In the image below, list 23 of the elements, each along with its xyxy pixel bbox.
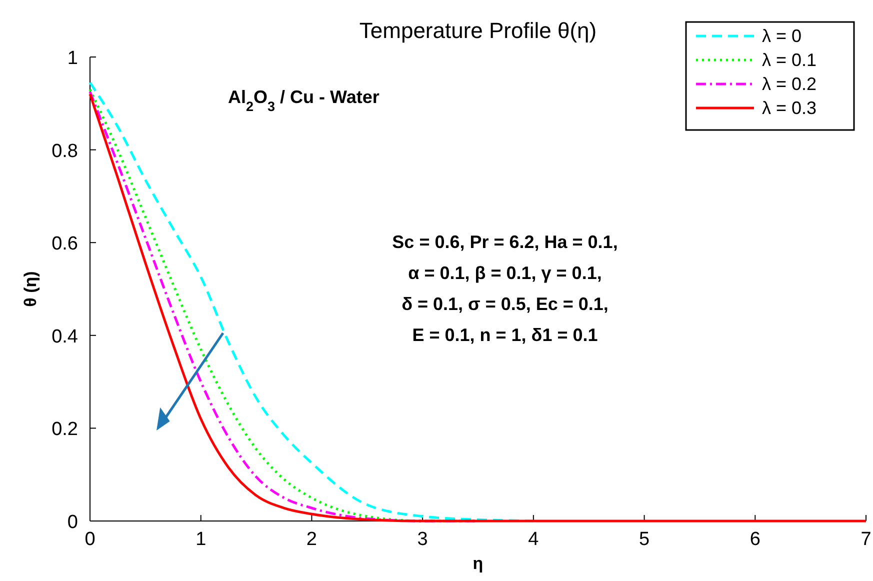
legend-label: λ = 0.2 (762, 74, 817, 94)
y-tick-label: 0.4 (52, 326, 78, 348)
y-tick-label: 0.6 (52, 234, 78, 255)
annotation: Sc = 0.6, Pr = 6.2, Ha = 0.1, α = 0.1, β = 0.1, γ = 0.1, δ = 0.1, σ = 0.5, Ec = 0.1, E = 0.1, n = 1, δ1 = 0.1 (392, 232, 618, 345)
x-tick-label: 1 (196, 529, 206, 550)
y-tick-label: 0.2 (52, 419, 78, 440)
legend-label: λ = 0.3 (762, 98, 817, 118)
x-tick-label: 2 (306, 529, 318, 550)
legend-label: λ = 0 (762, 26, 802, 46)
x-tick-label: 4 (528, 529, 540, 550)
legend-label: λ = 0.1 (762, 50, 817, 70)
y-tick-label: 0.8 (52, 140, 78, 162)
y-axis-title: θ (η) (21, 271, 40, 307)
y-tick-label: 0 (67, 512, 78, 533)
x-tick-label: 3 (417, 529, 428, 550)
annotation: Al$_{2}$O$_{3}$ / Cu - Water (228, 87, 380, 114)
x-tick-label: 6 (750, 529, 760, 550)
x-axis-title: η (472, 554, 484, 573)
x-tick-label: 0 (84, 529, 96, 550)
y-tick-label: 1 (67, 48, 78, 69)
x-tick-label: 5 (638, 529, 650, 550)
x-tick-label: 7 (860, 529, 872, 550)
chart-title: Temperature Profile θ(η) (359, 18, 597, 43)
